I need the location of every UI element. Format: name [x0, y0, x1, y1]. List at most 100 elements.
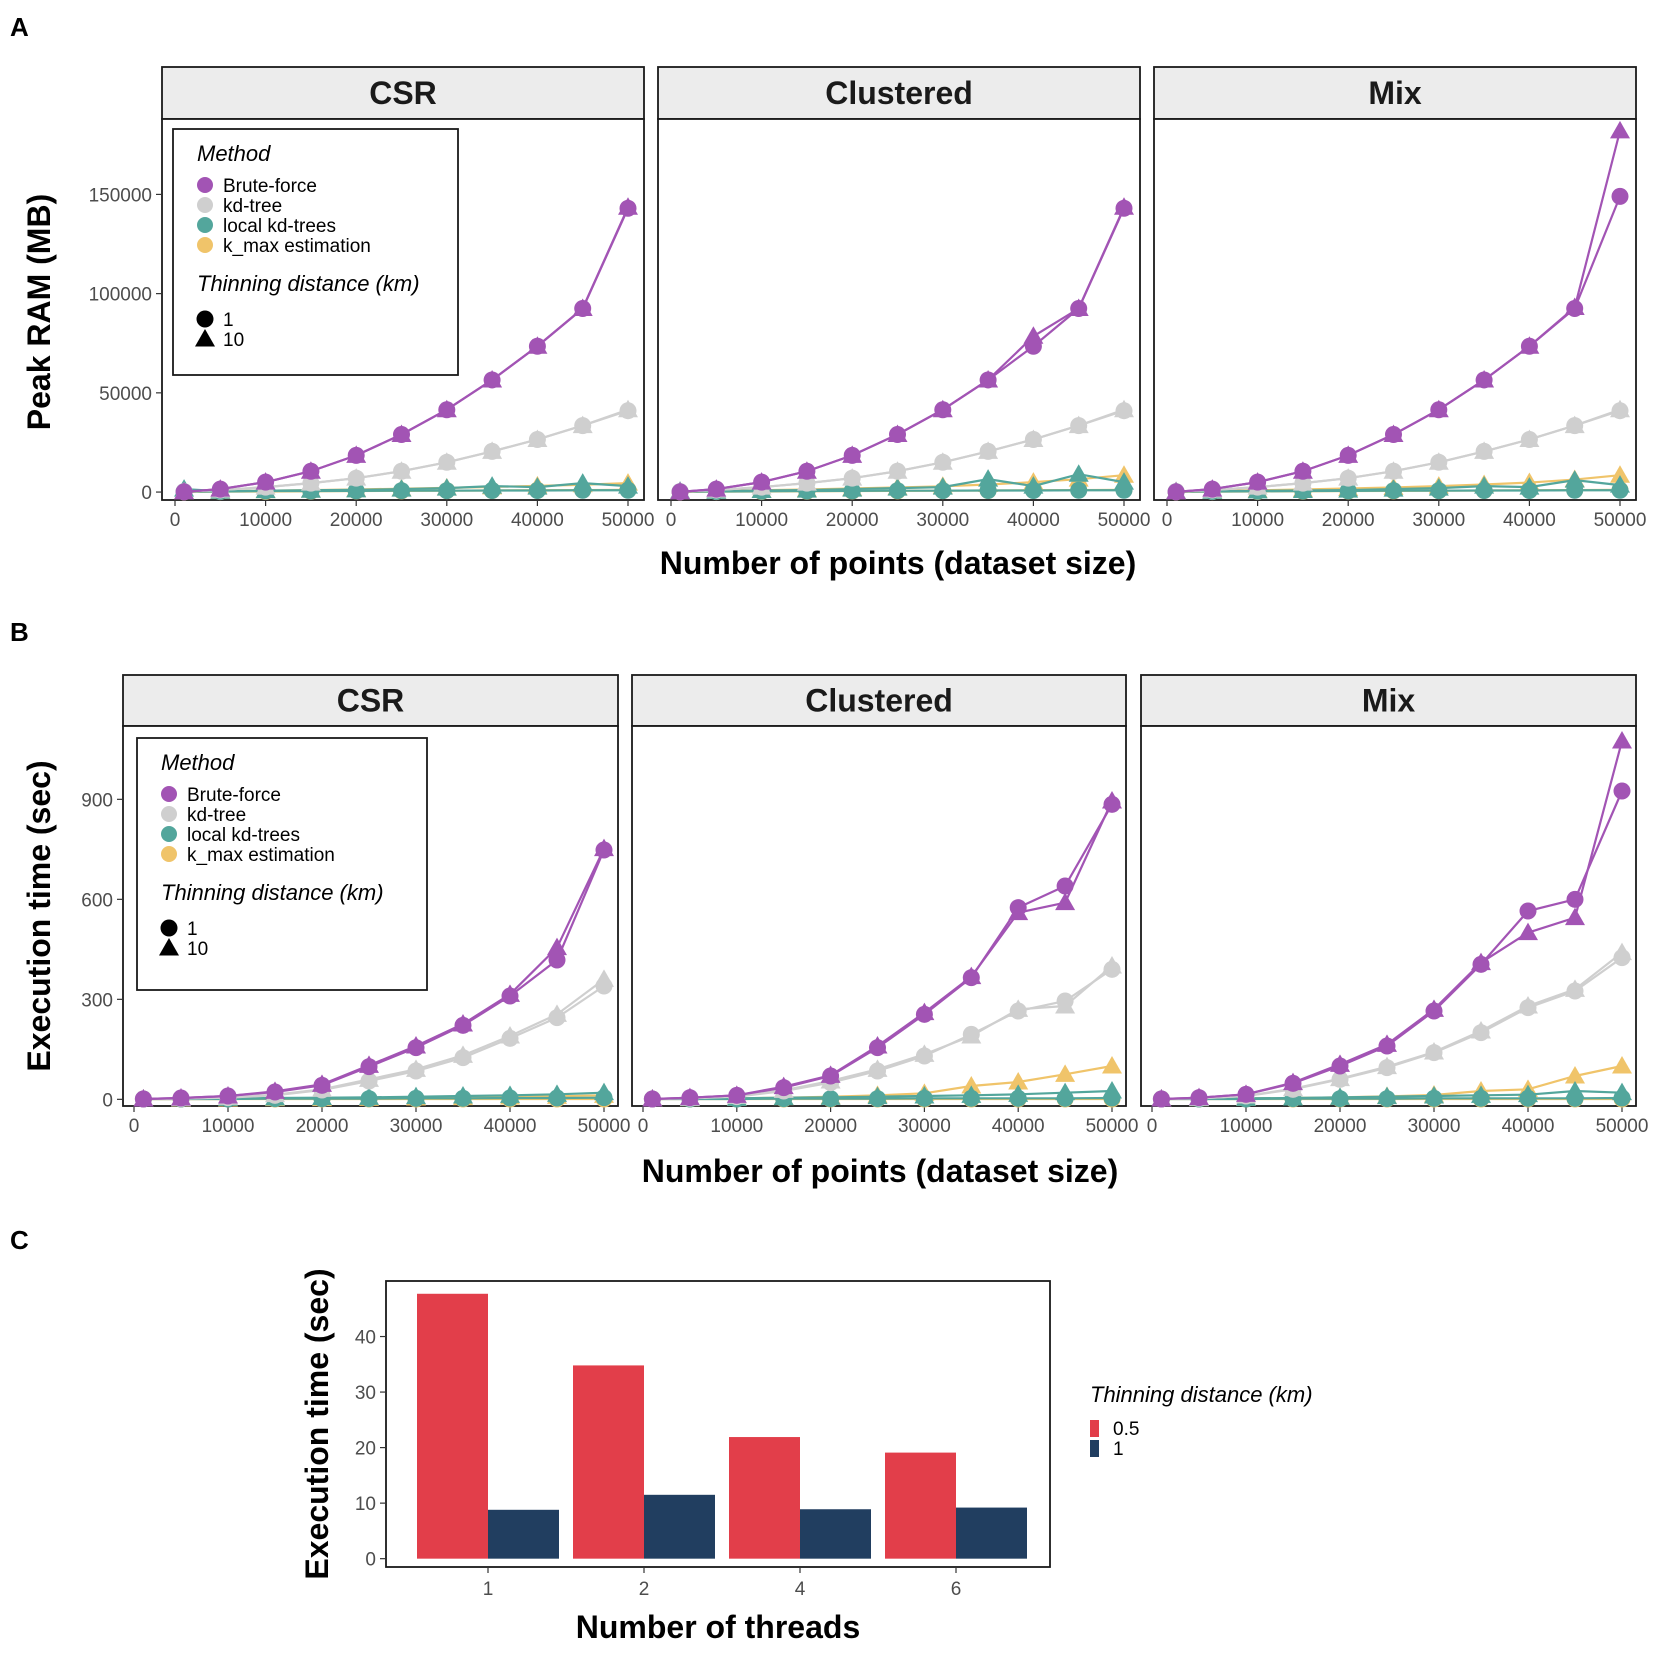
data-point: [265, 1081, 285, 1099]
data-point: [1008, 902, 1029, 921]
data-point: [359, 1069, 379, 1087]
data-point: [1564, 470, 1585, 488]
data-point: [706, 479, 727, 497]
x-axis-title: Number of threads: [576, 1609, 860, 1645]
data-point: [1008, 1084, 1029, 1102]
x-tick-label: 0: [1162, 510, 1173, 531]
legend-label-k-max-estimation: k_max estimation: [187, 845, 335, 866]
data-point: [1474, 369, 1495, 388]
data-point: [1519, 902, 1537, 920]
data-point: [932, 477, 953, 495]
data-point: [961, 1085, 982, 1103]
legend-label-0-5: 0.5: [1113, 1419, 1139, 1440]
x-tick-label: 10000: [239, 510, 292, 531]
data-point: [1610, 465, 1630, 483]
data-point: [1330, 1054, 1350, 1072]
x-tick-label: 20000: [1322, 510, 1375, 531]
data-point: [482, 369, 503, 388]
x-tick-label: 0: [638, 1116, 649, 1137]
legend-key-kd-tree: [197, 197, 213, 213]
data-point: [1023, 476, 1044, 494]
data-point: [346, 479, 367, 498]
x-tick-label: 10000: [1220, 1116, 1273, 1137]
data-point: [751, 472, 772, 490]
data-point: [436, 399, 457, 418]
x-tick-label: 50000: [1098, 510, 1151, 531]
data-point: [594, 838, 614, 857]
data-point: [842, 468, 863, 486]
data-point: [547, 1004, 567, 1022]
data-point: [1377, 1086, 1397, 1105]
data-point: [1565, 979, 1585, 997]
data-point: [1166, 481, 1187, 500]
chart-b-facet-mix: Mix 0 10000 20000 30000 40000 50000: [1140, 674, 1648, 1137]
data-point: [391, 461, 412, 479]
x-tick-label: 0: [1147, 1116, 1158, 1137]
y-tick-label: 0: [102, 1090, 113, 1111]
data-point: [391, 424, 412, 443]
legend-label-brute-force: Brute-force: [223, 176, 317, 197]
facet-strip: [161, 66, 645, 120]
data-point: [210, 479, 231, 497]
y-tick-label: 300: [81, 990, 113, 1011]
y-axis-title: Execution time (sec): [21, 760, 57, 1071]
x-tick-label: 0: [170, 510, 181, 531]
data-point: [1424, 1042, 1444, 1060]
bar-threads-4-thin-1: [800, 1509, 871, 1559]
legend-shape-title: Thinning distance (km): [197, 271, 420, 296]
data-point: [932, 399, 953, 418]
data-point: [453, 1014, 473, 1032]
x-tick-label: 2: [639, 1579, 650, 1600]
data-point: [914, 1044, 935, 1062]
data-point: [914, 1086, 935, 1104]
data-point: [391, 479, 412, 497]
y-tick-label: 30: [355, 1383, 376, 1404]
series-brute-force-thin-10: [1151, 731, 1632, 1107]
legend-method-title: Method: [161, 750, 235, 775]
data-point: [1383, 479, 1404, 497]
data-point: [1102, 791, 1122, 809]
bar-threads-1-thin-0-5: [417, 1293, 488, 1559]
data-point: [618, 399, 638, 418]
facet-strip-label: CSR: [369, 75, 437, 111]
facet-strip-label: CSR: [337, 683, 405, 719]
legend-key-shape-1: [196, 310, 214, 328]
x-tick-label: 30000: [916, 510, 969, 531]
series-brute-force-thin-10: [174, 197, 638, 500]
legend-label-shape-1: 1: [223, 310, 234, 331]
data-point: [978, 441, 999, 459]
data-point: [1247, 472, 1268, 490]
data-point: [1383, 424, 1404, 443]
data-point: [867, 1036, 888, 1054]
x-tick-label: 30000: [420, 510, 473, 531]
data-point: [1008, 999, 1029, 1017]
facet-strip-label: Mix: [1362, 683, 1416, 719]
data-point: [1564, 297, 1585, 316]
data-point: [1292, 461, 1313, 479]
legend-label-kd-tree: kd-tree: [187, 805, 246, 826]
data-point: [1008, 1072, 1029, 1090]
panel-label-c: C: [10, 1225, 29, 1255]
data-point: [1055, 892, 1076, 911]
facet-strip: [1140, 674, 1637, 727]
data-point: [1610, 399, 1630, 418]
x-tick-label: 50000: [1594, 510, 1647, 531]
data-point: [218, 1086, 238, 1104]
data-point: [867, 1086, 888, 1105]
x-tick-label: 10000: [202, 1116, 255, 1137]
x-tick-label: 50000: [578, 1116, 631, 1137]
legend-key-1: [1090, 1440, 1099, 1457]
data-point: [1151, 1089, 1172, 1107]
data-point: [482, 441, 503, 459]
data-point: [572, 473, 593, 491]
data-point: [1612, 942, 1632, 961]
data-point: [1471, 1021, 1491, 1039]
data-point: [1565, 1081, 1585, 1099]
x-tick-label: 30000: [1408, 1116, 1461, 1137]
data-point: [932, 452, 953, 470]
data-point: [1114, 399, 1134, 418]
data-point: [1068, 464, 1089, 482]
legend-method-title: Method: [197, 141, 271, 166]
data-point: [1428, 478, 1449, 496]
